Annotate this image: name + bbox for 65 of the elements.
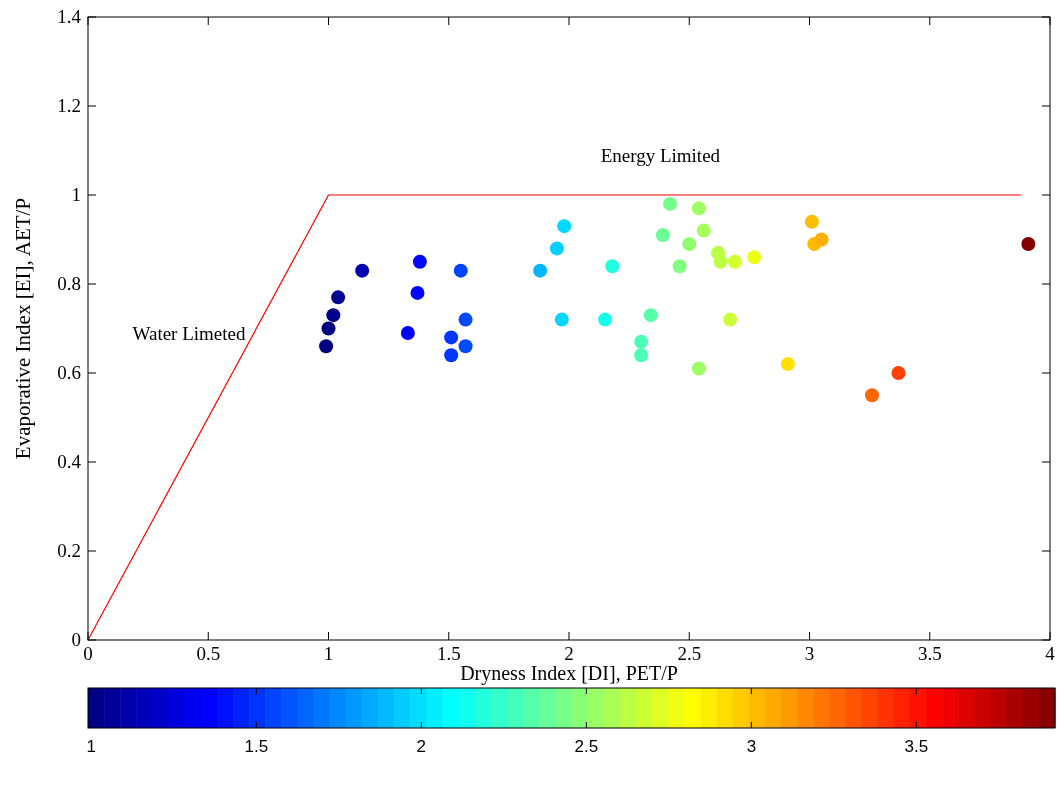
y-tick-label: 0.8 [57, 273, 81, 294]
point [533, 263, 548, 278]
x-tick-label: 1 [323, 643, 334, 664]
point [355, 263, 370, 278]
point [634, 348, 649, 363]
color-bar-label: 3 [746, 737, 757, 756]
x-tick-label: 4 [1045, 643, 1056, 664]
x-tick-label: 2 [564, 643, 574, 664]
color-bar-label: 2 [416, 737, 427, 756]
point [557, 219, 572, 234]
point [655, 228, 670, 243]
y-tick-label: 0.2 [57, 540, 81, 561]
point [691, 361, 706, 376]
y-tick-label: 0.6 [57, 362, 81, 383]
point [1021, 236, 1036, 251]
point [643, 308, 658, 323]
point [696, 223, 711, 238]
point [326, 308, 341, 323]
x-tick-label: 3.5 [917, 643, 942, 664]
point [727, 254, 742, 269]
annotation: Energy Limited [600, 144, 721, 166]
point [780, 357, 795, 372]
x-tick-label: 1.5 [436, 643, 461, 664]
point [321, 321, 336, 336]
x-tick-label: 2.5 [677, 643, 702, 664]
point [554, 312, 569, 327]
point [400, 325, 415, 340]
color-bar-label: 2.5 [574, 737, 599, 756]
point [723, 312, 738, 327]
point [458, 312, 473, 327]
point [891, 366, 906, 380]
y-tick-label: 1.4 [57, 6, 82, 27]
y-tick-label: 1 [71, 184, 81, 205]
point [444, 330, 459, 345]
color-bar-label: 1 [86, 737, 97, 756]
point [747, 250, 762, 265]
point [634, 334, 649, 349]
point [458, 339, 473, 354]
point [804, 214, 819, 229]
x-axis-title: Dryness Index [DI], PET/P [460, 662, 678, 685]
point [713, 254, 728, 269]
annotation: Water Limeted [132, 322, 246, 344]
x-tick-label: 0.5 [196, 643, 221, 664]
point [691, 201, 706, 216]
point [605, 259, 620, 274]
point [412, 254, 427, 269]
point [682, 236, 697, 251]
y-tick-label: 1.2 [57, 95, 81, 116]
point [453, 263, 468, 278]
point [444, 348, 459, 363]
point [598, 312, 613, 327]
color-bar-label: 1.5 [244, 737, 269, 756]
point [865, 388, 880, 403]
x-tick-label: 3 [804, 643, 815, 664]
point [663, 196, 678, 211]
point [331, 290, 346, 305]
point [319, 339, 334, 354]
color-bar-label: 3.5 [904, 737, 929, 756]
point [410, 285, 425, 300]
y-tick-label: 0 [71, 629, 81, 650]
point [672, 259, 687, 274]
point [814, 232, 829, 247]
y-axis-title: Evaporative Index [EI], AET/P [11, 197, 35, 460]
y-tick-label: 0.4 [57, 451, 82, 472]
point [549, 241, 564, 256]
